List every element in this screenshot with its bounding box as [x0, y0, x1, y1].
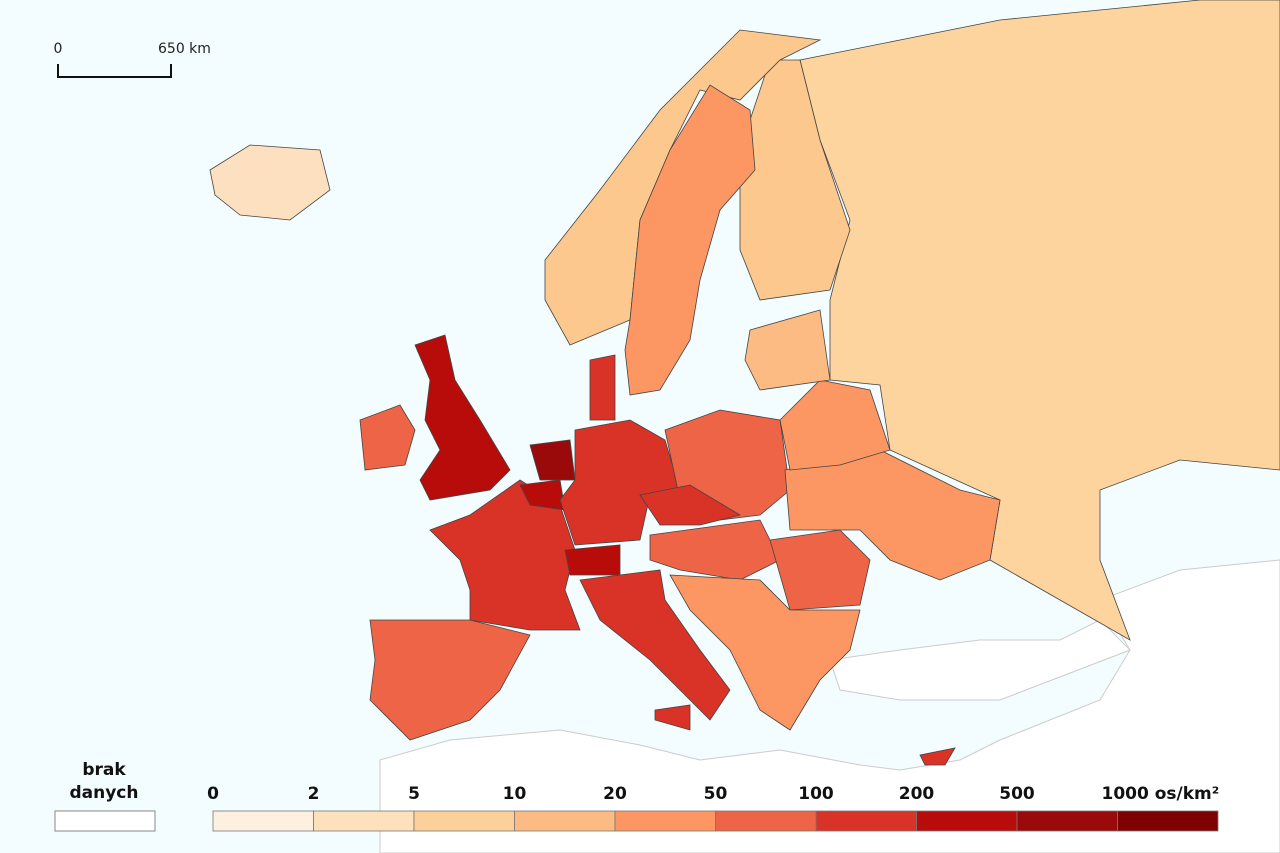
france: [429, 479, 581, 631]
germany: [559, 419, 681, 546]
scale-bar: 0 650 km: [54, 41, 211, 78]
czechia: [639, 484, 742, 526]
legend-swatch: [413, 810, 515, 832]
uk: [414, 334, 511, 501]
legend-break-label: 100: [798, 784, 834, 804]
no-data-swatch: [54, 810, 156, 832]
sweden: [624, 84, 756, 396]
legend-break-label: 500: [999, 784, 1035, 804]
legend-swatch: [212, 810, 314, 832]
cyprus: [919, 747, 956, 766]
sicily: [654, 704, 691, 731]
legend-swatch: [1117, 810, 1219, 832]
legend-break-label: 10: [503, 784, 527, 804]
legend-break-label: 1000 os/km²: [1102, 784, 1220, 804]
turkey: [829, 619, 1131, 701]
scale-line: [57, 64, 172, 78]
balkans: [669, 574, 861, 731]
ireland: [359, 404, 416, 471]
legend-swatch: [715, 810, 817, 832]
no-data-label: brak danych: [69, 760, 138, 803]
legend-break-label: 50: [704, 784, 728, 804]
legend-swatch: [514, 810, 616, 832]
countries: [209, 0, 1280, 853]
legend-swatch: [1016, 810, 1118, 832]
legend-swatch: [614, 810, 716, 832]
legend-break-label: 0: [207, 784, 219, 804]
russia: [799, 0, 1280, 641]
scale-start: 0: [54, 41, 63, 57]
legend: brak danych 0 2 5 10 20 50 100 200 500 1000 os/km²: [54, 760, 1220, 832]
legend-swatch: [815, 810, 917, 832]
italy: [579, 569, 731, 721]
legend-swatch: [313, 810, 415, 832]
iberia: [369, 619, 531, 741]
legend-break-label: 2: [308, 784, 320, 804]
legend-break-label: 200: [899, 784, 935, 804]
legend-swatch: [916, 810, 1018, 832]
scale-end: 650 km: [158, 41, 211, 57]
legend-break-label: 20: [603, 784, 627, 804]
legend-break-label: 5: [408, 784, 420, 804]
switzerland: [564, 544, 621, 576]
denmark: [589, 354, 616, 421]
ukraine: [784, 449, 1001, 581]
iceland: [209, 144, 331, 221]
baltics: [744, 309, 831, 391]
romania: [769, 529, 871, 611]
